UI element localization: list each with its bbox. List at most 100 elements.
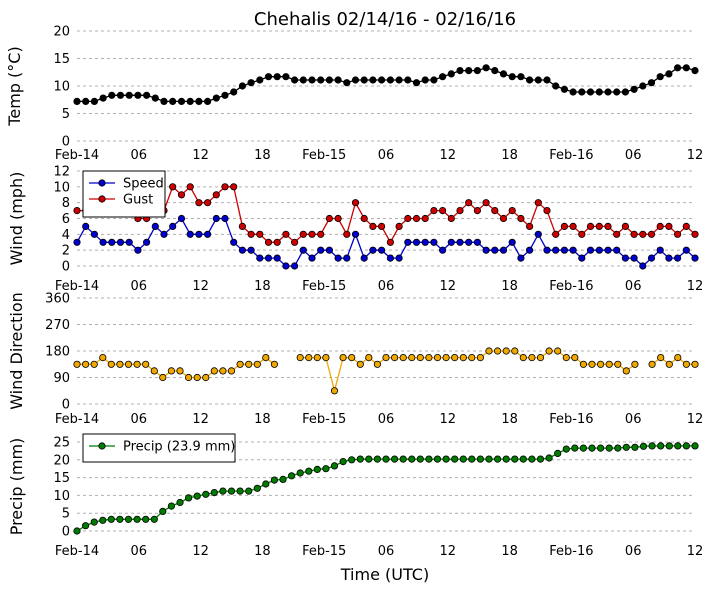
speed-point <box>473 238 481 246</box>
direction-point <box>554 347 562 355</box>
gust-point <box>647 230 656 238</box>
temp-point <box>99 94 107 102</box>
speed-point <box>82 222 90 230</box>
temp-point <box>517 73 525 81</box>
temp-point <box>143 91 151 99</box>
temp-point <box>334 76 342 84</box>
direction-point <box>193 373 201 382</box>
gust-point <box>438 207 447 215</box>
speed-point <box>308 254 316 262</box>
y-tick-label: 0 <box>62 398 70 413</box>
temp-point <box>508 73 516 81</box>
chart-title: Chehalis 02/14/16 - 02/16/16 <box>254 9 516 30</box>
precip-point <box>433 455 442 463</box>
temp-point <box>578 88 586 96</box>
precip-point <box>167 502 175 510</box>
speed-point <box>247 246 255 254</box>
direction-point <box>545 347 553 355</box>
x-tick-label: 18 <box>501 544 518 559</box>
x-tick-label: Feb-16 <box>549 412 593 427</box>
temp-point <box>264 73 273 81</box>
temp-point <box>212 94 220 102</box>
gust-point <box>691 230 699 238</box>
panel-1: 0 5 10 15 20 Feb-14 06 12 18 Feb-15 06 12 18 Feb-16 06… <box>5 25 703 164</box>
gust-point <box>195 199 203 207</box>
legend-swatch-marker <box>98 442 106 450</box>
precip-point <box>219 487 227 495</box>
temp-point <box>160 97 168 106</box>
x-tick-label: Feb-15 <box>302 544 346 559</box>
precip-point <box>116 515 124 523</box>
temp-point <box>682 64 690 72</box>
y-tick-label: 25 <box>53 436 70 451</box>
precip-point <box>330 462 339 470</box>
temp-point <box>351 76 360 84</box>
gust-point <box>360 214 368 223</box>
speed-point <box>221 214 229 223</box>
direction-point <box>596 360 605 368</box>
gust-point <box>238 222 246 230</box>
gust-point <box>595 222 603 230</box>
temp-point <box>386 76 394 84</box>
y-tick-label: 4 <box>62 228 70 243</box>
speed-point <box>125 238 133 246</box>
direction-point <box>390 353 399 362</box>
precip-point <box>236 487 244 495</box>
direction-point <box>210 367 218 375</box>
temp-point <box>404 76 412 84</box>
speed-point <box>543 246 551 254</box>
direction-point <box>365 353 373 362</box>
temp-point <box>543 76 551 84</box>
speed-point <box>256 254 264 262</box>
direction-point <box>322 353 330 362</box>
temp-point <box>230 88 238 96</box>
gust-point <box>230 183 238 191</box>
speed-point <box>186 230 194 238</box>
x-tick-label: 06 <box>131 148 148 163</box>
gust-point <box>613 230 621 238</box>
precip-point <box>296 469 304 477</box>
temp-point <box>473 67 481 75</box>
speed-point <box>116 238 125 246</box>
x-tick-label: 12 <box>192 279 209 294</box>
y-tick-label: 20 <box>53 453 70 468</box>
temp-point <box>177 97 186 106</box>
precip-point <box>82 522 90 530</box>
x-axis-label: Time (UTC) <box>340 565 429 584</box>
precip-point <box>159 507 167 515</box>
y-axis-label: Precip (mm) <box>7 438 26 536</box>
temp-point <box>151 94 159 102</box>
precip-point <box>365 455 373 463</box>
gust-point <box>456 207 464 215</box>
gust-point <box>256 230 264 238</box>
speed-point <box>386 254 394 262</box>
precip-point <box>408 455 416 463</box>
precip-point <box>270 476 278 484</box>
gust-point <box>552 230 560 238</box>
speed-point <box>499 246 508 254</box>
direction-point <box>245 360 253 368</box>
direction-point <box>99 353 107 362</box>
direction-point <box>674 353 682 362</box>
x-tick-label: Feb-16 <box>549 148 593 163</box>
temp-point <box>673 64 682 72</box>
direction-point <box>133 360 141 368</box>
direction-point <box>519 353 527 362</box>
gust-point <box>508 207 516 215</box>
speed-point <box>360 254 368 262</box>
temp-point <box>125 91 133 99</box>
gust-point <box>517 214 525 223</box>
gust-point <box>169 183 177 191</box>
direction-point <box>348 353 356 362</box>
direction-point <box>373 360 381 368</box>
temp-point <box>665 70 673 78</box>
speed-point <box>604 246 612 254</box>
temp-point <box>586 88 595 96</box>
legend-swatch-marker <box>98 195 106 203</box>
x-tick-label: 18 <box>254 412 271 427</box>
precip-point <box>485 455 493 463</box>
y-axis-label: Temp (°C) <box>5 46 24 126</box>
